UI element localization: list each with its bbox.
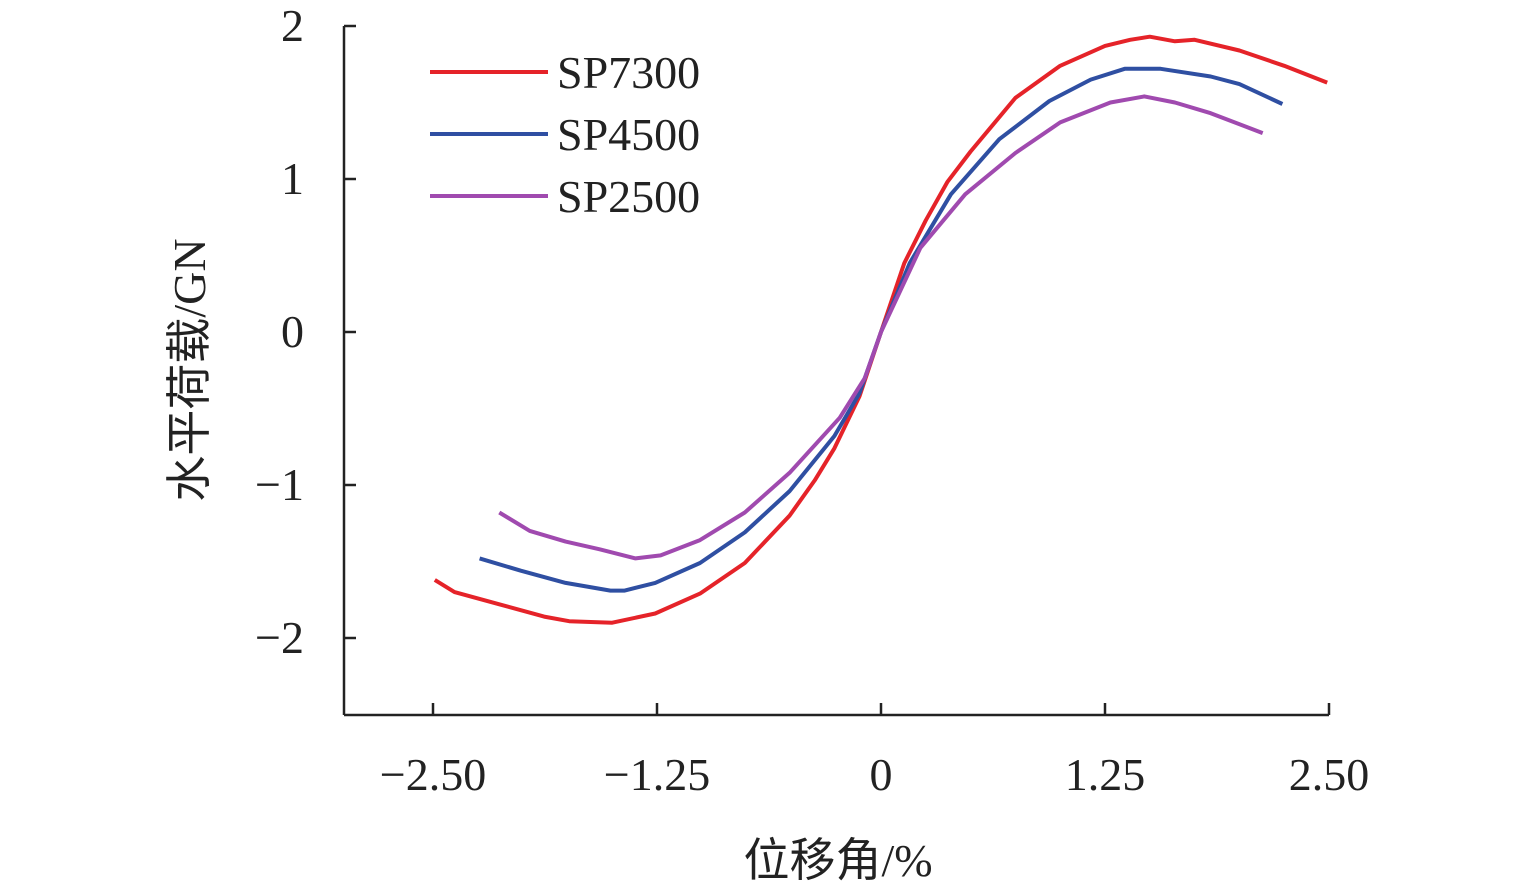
y-tick-label: −2 <box>255 612 304 663</box>
y-tick-label: 0 <box>281 306 304 357</box>
series-line-sp2500 <box>498 94 1264 561</box>
legend-label: SP2500 <box>557 171 700 222</box>
x-tick-label: 1.25 <box>1065 749 1146 800</box>
x-tick-label: 0 <box>870 749 893 800</box>
y-tick-label: −1 <box>255 459 304 510</box>
x-tick-label: −1.25 <box>604 749 710 800</box>
series <box>433 34 1328 625</box>
axes <box>342 26 1329 717</box>
legend-label: SP4500 <box>557 109 700 160</box>
legend: SP7300 SP4500 SP2500 <box>430 47 700 222</box>
legend-label: SP7300 <box>557 47 700 98</box>
x-tick-label: −2.50 <box>380 749 486 800</box>
y-axis-label: 水平荷载/GN <box>164 238 215 501</box>
y-tick-label: 1 <box>281 153 304 204</box>
x-tick-label: 2.50 <box>1289 749 1370 800</box>
ticks: −2.50 −1.25 0 1.25 2.50 2 1 0 −1 −2 <box>255 0 1369 800</box>
y-tick-label: 2 <box>281 0 304 51</box>
x-axis-label: 位移角/% <box>743 835 932 886</box>
series-line-sp7300 <box>433 34 1328 625</box>
